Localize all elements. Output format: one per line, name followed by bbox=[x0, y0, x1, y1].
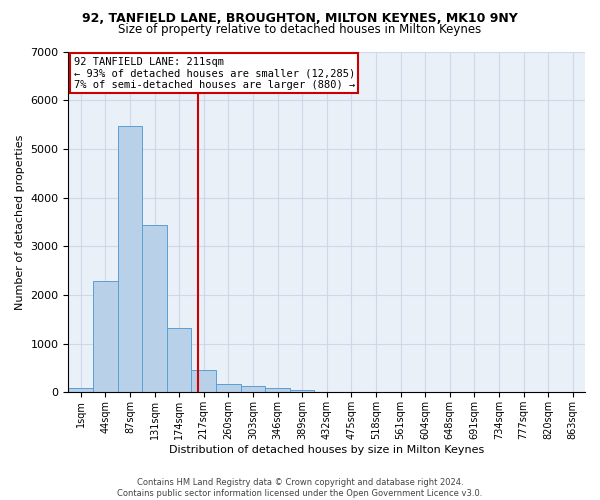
Text: 92, TANFIELD LANE, BROUGHTON, MILTON KEYNES, MK10 9NY: 92, TANFIELD LANE, BROUGHTON, MILTON KEY… bbox=[82, 12, 518, 26]
Bar bbox=[142, 225, 167, 392]
X-axis label: Distribution of detached houses by size in Milton Keynes: Distribution of detached houses by size … bbox=[169, 445, 484, 455]
Bar bbox=[167, 328, 191, 392]
Text: Size of property relative to detached houses in Milton Keynes: Size of property relative to detached ho… bbox=[118, 22, 482, 36]
Bar bbox=[191, 370, 216, 392]
Bar bbox=[241, 386, 265, 392]
Bar bbox=[265, 388, 290, 392]
Bar bbox=[216, 384, 241, 392]
Bar bbox=[290, 390, 314, 392]
Y-axis label: Number of detached properties: Number of detached properties bbox=[15, 134, 25, 310]
Bar bbox=[118, 126, 142, 392]
Bar bbox=[93, 282, 118, 393]
Bar bbox=[68, 388, 93, 392]
Text: 92 TANFIELD LANE: 211sqm
← 93% of detached houses are smaller (12,285)
7% of sem: 92 TANFIELD LANE: 211sqm ← 93% of detach… bbox=[74, 56, 355, 90]
Text: Contains HM Land Registry data © Crown copyright and database right 2024.
Contai: Contains HM Land Registry data © Crown c… bbox=[118, 478, 482, 498]
